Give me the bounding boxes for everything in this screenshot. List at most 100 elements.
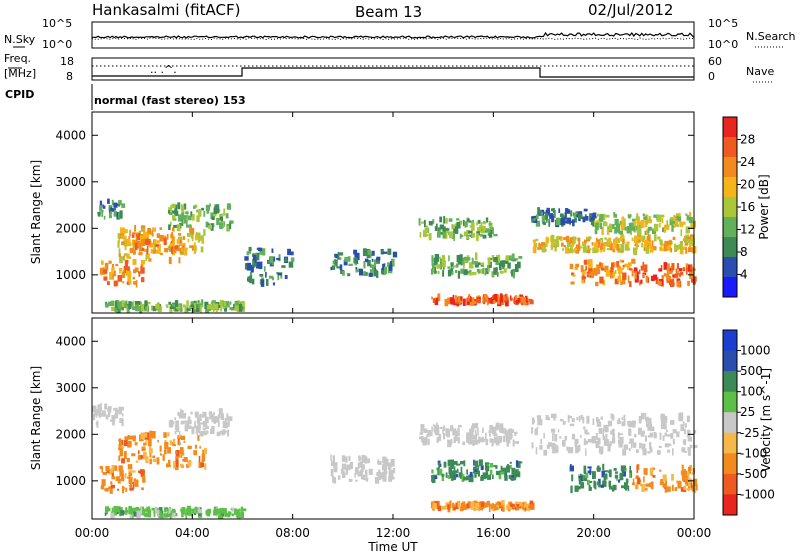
heatmap-cell [659,481,665,486]
heatmap-cell [180,435,185,440]
heatmap-cell [535,220,541,227]
heatmap-cell [268,275,273,279]
heatmap-cell [645,222,648,228]
heatmap-cell [140,508,144,516]
heatmap-cell [642,261,645,270]
heatmap-cell [456,463,461,466]
heatmap-cell [604,237,608,240]
heatmap-cell [468,220,472,223]
heatmap-cell [113,307,117,312]
heatmap-cell [215,204,220,207]
heatmap-cell [215,305,218,313]
heatmap-cell [141,277,145,283]
heatmap-cell [542,245,545,249]
heatmap-cell [220,413,224,421]
heatmap-cell [200,462,204,467]
heatmap-cell [639,280,641,286]
heatmap-cell [474,433,478,442]
heatmap-cell [347,273,351,277]
heatmap-cell [206,304,212,309]
heatmap-cell [426,226,429,233]
heatmap-cell [559,213,564,218]
heatmap-cell [181,510,184,518]
heatmap-cell [684,479,688,485]
heatmap-cell [495,466,498,469]
heatmap-cell [177,438,180,444]
heatmap-cell [604,243,609,247]
heatmap-cell [201,207,205,211]
heatmap-cell [247,276,250,282]
heatmap-cell [449,231,453,239]
heatmap-cell [662,474,667,482]
heatmap-cell [218,408,223,415]
heatmap-cell [222,429,226,435]
heatmap-cell [442,226,446,234]
heatmap-cell [381,249,384,254]
heatmap-cell [369,254,372,259]
heatmap-cell [515,460,519,467]
heatmap-cell [111,264,114,270]
heatmap-cell [382,251,388,254]
cpid-label: CPID [5,88,34,101]
heatmap-cell [485,432,487,441]
heatmap-cell [172,210,176,214]
heatmap-cell [211,419,216,423]
heatmap-cell [506,504,509,510]
heatmap-cell [383,470,388,475]
heatmap-cell [606,239,609,247]
heatmap-cell [666,273,670,281]
heatmap-cell [502,504,505,512]
heatmap-cell [681,464,684,473]
heatmap-cell [575,446,579,454]
velocity-colorbar-label: Velocity [m s^-1] [759,368,773,472]
heatmap-cell [111,208,115,212]
heatmap-cell [648,216,651,221]
heatmap-cell [223,208,226,216]
heatmap-cell [669,270,672,274]
heatmap-cell [124,253,129,257]
heatmap-cell [597,248,600,253]
heatmap-cell [178,412,184,419]
heatmap-cell [362,248,367,257]
heatmap-cell [485,217,489,223]
heatmap-cell [684,423,687,428]
heatmap-cell [477,262,481,265]
heatmap-cell [354,473,356,478]
heatmap-cell [143,433,148,438]
heatmap-cell [615,471,618,474]
heatmap-cell [604,470,608,473]
heatmap-cell [128,506,132,515]
heatmap-cell [346,464,351,471]
heatmap-cell [456,255,460,263]
heatmap-cell [374,477,380,484]
heatmap-cell [342,470,345,476]
heatmap-cell [618,268,623,274]
heatmap-cell [545,213,549,220]
heatmap-cell [196,433,199,436]
heatmap-cell [128,301,132,309]
heatmap-cell [512,470,516,476]
heatmap-cell [376,256,381,261]
heatmap-cell [105,465,110,472]
colorbar-tick-label: -500 [740,467,767,481]
heatmap-cell [199,431,204,437]
heatmap-cell [455,502,459,510]
heatmap-cell [141,248,145,251]
heatmap-cell [635,241,639,250]
heatmap-cell [505,293,508,301]
heatmap-cell [478,459,483,467]
heatmap-cell [609,486,613,490]
colorbar-tick-label: 12 [740,223,755,237]
heatmap-cell [443,433,446,440]
heatmap-cell [226,300,230,307]
heatmap-cell [271,248,274,253]
heatmap-cell [143,442,147,446]
heatmap-cell [680,246,683,251]
heatmap-cell [168,210,170,214]
heatmap-cell [611,263,614,271]
heatmap-cell [689,264,693,270]
heatmap-cell [194,444,198,449]
heatmap-cell [591,435,596,444]
x-tick-label: 00:00 [677,526,712,540]
heatmap-cell [445,218,448,224]
